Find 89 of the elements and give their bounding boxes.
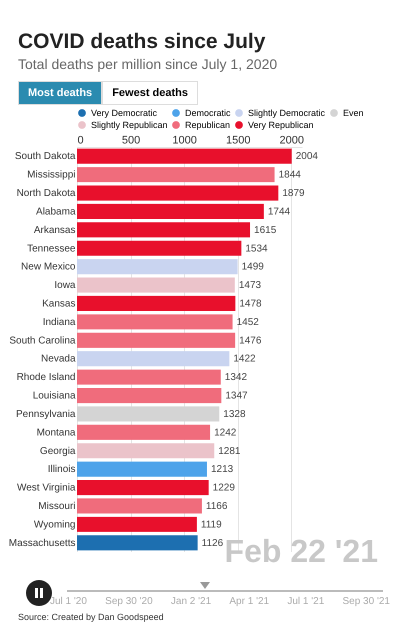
y-tick-label: South Carolina — [9, 335, 76, 346]
y-tick-label: Pennsylvania — [16, 408, 76, 420]
chart-title: COVID deaths since July — [18, 30, 266, 54]
bar — [77, 148, 292, 164]
bar — [77, 480, 209, 496]
y-tick-label: South Dakota — [14, 151, 76, 162]
legend-label: Slightly Democratic — [248, 108, 326, 118]
data-label: 1615 — [254, 224, 277, 236]
y-tick-label: New Mexico — [21, 262, 76, 273]
y-tick-label: Georgia — [40, 446, 76, 457]
data-label: 1534 — [245, 243, 268, 254]
data-label: 1476 — [239, 335, 262, 346]
bar — [77, 370, 221, 385]
data-label: 2004 — [296, 151, 318, 162]
data-label: 1473 — [238, 280, 262, 292]
data-label: 1744 — [268, 206, 291, 218]
y-tick-label: Iowa — [54, 280, 76, 292]
y-tick-label: Nevada — [41, 354, 76, 365]
data-label: 1126 — [202, 538, 224, 549]
y-tick-label: Louisiana — [32, 390, 76, 402]
y-tick-label: Kansas — [42, 298, 76, 310]
legend-label: Very Democratic — [91, 108, 158, 118]
bar — [77, 462, 207, 477]
bar — [77, 204, 264, 219]
text: Apr 1 '21 — [229, 596, 270, 607]
bar — [77, 314, 233, 330]
bar — [77, 388, 222, 404]
data-label: 1119 — [200, 519, 222, 530]
text: Jan 2 '21 — [170, 596, 212, 607]
legend-label: Very Republican — [248, 120, 314, 130]
data-label: 1242 — [214, 427, 237, 438]
y-tick-label: Montana — [36, 427, 76, 438]
bar — [77, 535, 198, 550]
y-tick-label: Illinois — [48, 464, 76, 476]
x-tick-label: 0 — [78, 134, 84, 146]
x-tick-label: 500 — [122, 134, 140, 146]
text: Jul 1 '21 — [287, 596, 324, 607]
bar — [77, 296, 236, 312]
data-label: 1213 — [210, 464, 234, 476]
y-tick-label: Mississippi — [27, 170, 76, 181]
fewest-deaths-tab: Fewest deaths — [102, 81, 198, 105]
data-label: 1229 — [212, 482, 236, 494]
bar — [77, 222, 250, 238]
bar — [77, 332, 236, 348]
x-tick-label: 1500 — [226, 134, 250, 146]
text: Sep 30 '20 — [105, 596, 153, 607]
bar — [77, 259, 238, 274]
most-deaths-tab: Most deaths — [18, 81, 102, 105]
bar — [77, 498, 202, 514]
data-label: 1328 — [223, 408, 246, 420]
data-label: 1166 — [206, 500, 228, 512]
y-tick-label: Massachusetts — [8, 538, 76, 549]
data-label: 1452 — [236, 316, 260, 328]
y-tick-label: Indiana — [42, 316, 76, 328]
bar — [77, 351, 230, 366]
y-tick-label: West Virginia — [16, 482, 76, 494]
x-tick-label: 2000 — [280, 134, 304, 146]
bar — [77, 240, 242, 256]
legend-label: Even — [343, 108, 364, 118]
bar — [77, 278, 235, 293]
x-tick-label: 1000 — [172, 134, 197, 146]
data-label: 1879 — [282, 188, 306, 200]
chart-subtitle: Total deaths per million since July 1, 2020 — [18, 56, 278, 72]
bar — [77, 516, 197, 532]
legend-label: Republican — [185, 120, 230, 130]
data-label: 1478 — [239, 298, 262, 310]
y-tick-label: Missouri — [38, 500, 76, 512]
data-label: 1499 — [242, 262, 264, 273]
y-tick-label: Alabama — [36, 206, 76, 218]
text: Sep 30 '21 — [342, 596, 390, 607]
legend-label: Slightly Republican — [91, 120, 168, 130]
bar — [77, 443, 214, 458]
data-label: 1281 — [218, 446, 241, 457]
bar — [77, 406, 220, 422]
text: Jul 1 '20 — [50, 596, 87, 607]
data-label: 1342 — [224, 372, 248, 384]
y-tick-label: North Dakota — [16, 188, 76, 200]
y-tick-label: Tennessee — [27, 243, 76, 254]
y-tick-label: Arkansas — [34, 224, 76, 236]
legend-label: Democratic — [185, 108, 232, 118]
y-tick-label: Rhode Island — [16, 372, 76, 384]
y-tick-label: Wyoming — [34, 519, 76, 530]
bar — [77, 185, 278, 201]
bar — [77, 424, 210, 440]
data-label: 1844 — [278, 170, 302, 181]
bar — [77, 167, 275, 182]
data-label: 1347 — [225, 390, 248, 402]
source-note: Source: Created by Dan Goodspeed — [18, 612, 164, 623]
data-label: 1422 — [233, 354, 256, 365]
